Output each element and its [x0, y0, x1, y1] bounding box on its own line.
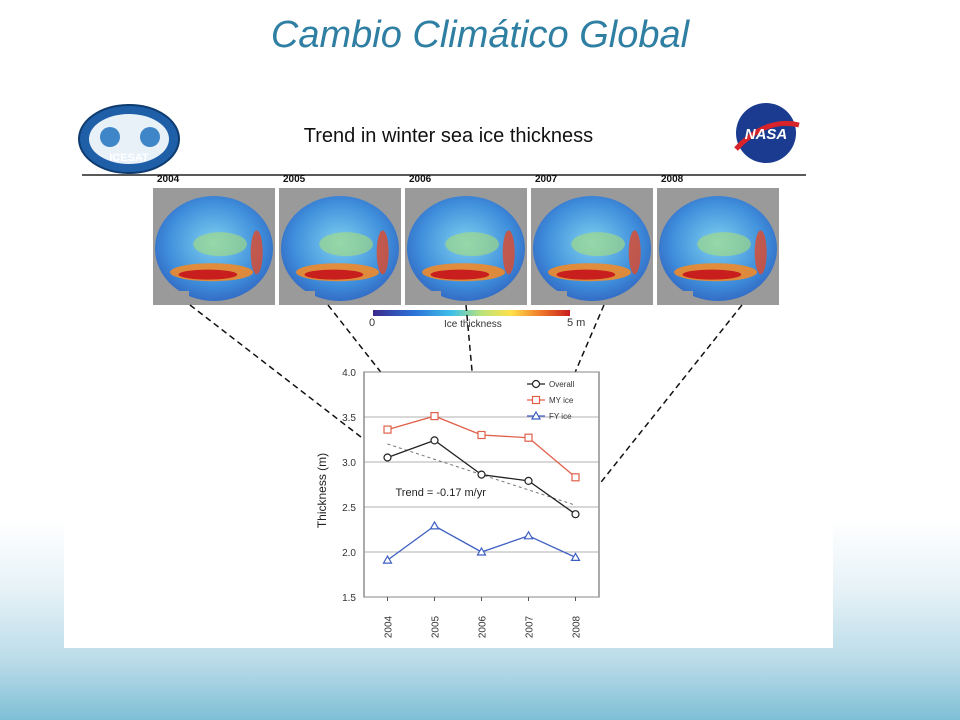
data-point	[383, 425, 392, 434]
x-tick-label: 2008	[572, 615, 583, 638]
map-connector	[574, 304, 743, 515]
y-tick-label: 3.5	[342, 413, 356, 424]
legend-label: FY ice	[549, 412, 572, 421]
slide-title: Cambio Climático Global	[270, 14, 690, 56]
data-point	[571, 510, 580, 519]
y-tick-label: 4.0	[342, 368, 356, 379]
ice-map-2007	[531, 188, 653, 305]
colorbar-max-label: 5 m	[567, 317, 586, 329]
series-overall	[383, 436, 580, 519]
map-year-label: 2006	[409, 174, 432, 185]
trend-label: Trend = -0.17 m/yr	[396, 487, 487, 499]
figure-title: Trend in winter sea ice thickness	[303, 125, 594, 147]
icesat-logo-text: ICESAT	[109, 152, 149, 164]
data-point	[571, 473, 580, 482]
data-point	[477, 470, 486, 479]
series-fy-ice	[382, 520, 581, 564]
nasa-logo-text: NASA	[745, 126, 788, 143]
data-point	[523, 530, 534, 540]
data-point	[570, 552, 581, 561]
data-point	[430, 436, 439, 445]
plot-area	[363, 371, 600, 598]
legend-label: MY ice	[549, 396, 574, 405]
figure-panel: ICESAT NASA 1.5 2.0 2.5 3.0 3.5 4.0 2004 2005 20…	[64, 97, 833, 648]
x-tick-label: 2007	[525, 615, 536, 638]
data-point	[531, 379, 541, 389]
ice-map-2006	[405, 188, 527, 305]
colorbar-min-label: 0	[369, 317, 376, 329]
data-point	[429, 520, 440, 530]
colorbar-label: Ice thickness	[444, 319, 502, 330]
y-tick-label: 3.0	[342, 458, 356, 469]
nasa-logo: NASA	[734, 103, 800, 163]
map-year-label: 2008	[661, 174, 684, 185]
x-tick-label: 2006	[478, 615, 489, 638]
data-point	[476, 546, 487, 556]
icesat-logo: ICESAT	[78, 104, 180, 174]
data-point	[383, 453, 392, 462]
data-point	[531, 395, 541, 405]
figure-canvas: ICESAT NASA 1.5 2.0 2.5 3.0 3.5 4.0 2004 2005 20…	[78, 103, 806, 638]
y-tick-label: 2.0	[342, 548, 356, 559]
ice-map-2005	[279, 188, 401, 305]
ice-map-2008	[657, 188, 779, 305]
colorbar	[373, 310, 570, 316]
x-tick-label: 2005	[431, 615, 442, 638]
data-point	[524, 476, 533, 485]
legend-label: Overall	[549, 380, 575, 389]
thickness-chart: 1.5 2.0 2.5 3.0 3.5 4.0 2004 2005 2006 2007 2008 Th…	[315, 368, 600, 638]
map-year-label: 2005	[283, 174, 306, 185]
ice-map-2004	[153, 188, 275, 305]
y-axis-label: Thickness (m)	[315, 453, 329, 528]
series-my-ice	[383, 412, 580, 482]
data-point	[382, 554, 393, 564]
y-tick-label: 1.5	[342, 593, 356, 604]
legend: Overall MY ice FY ice	[527, 379, 575, 421]
y-tick-label: 2.5	[342, 503, 356, 514]
map-connector	[189, 304, 388, 459]
ice-maps	[153, 188, 779, 305]
data-point	[530, 410, 542, 420]
x-tick-label: 2004	[384, 615, 395, 638]
data-point	[477, 430, 486, 440]
data-point	[430, 412, 439, 421]
map-year-label: 2007	[535, 174, 558, 185]
data-point	[524, 433, 533, 442]
map-year-label: 2004	[157, 174, 180, 185]
